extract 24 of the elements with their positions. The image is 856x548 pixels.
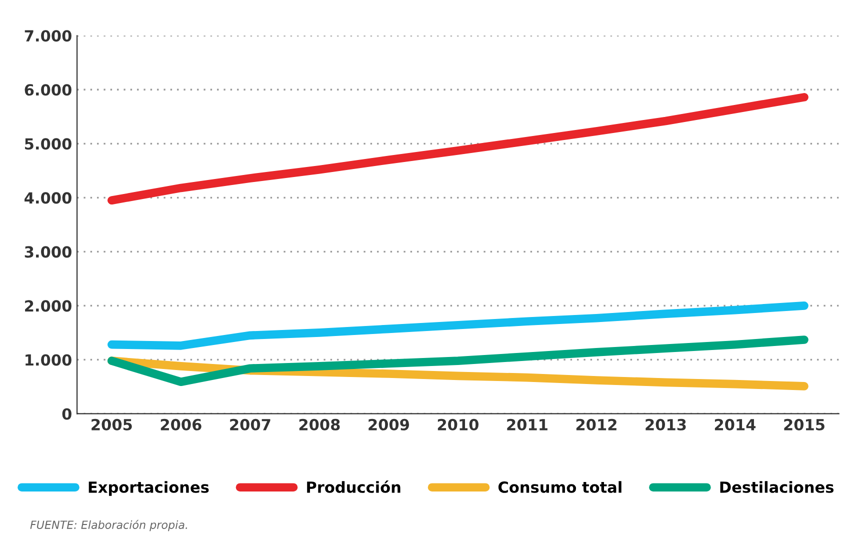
y-tick-label: 2.000	[25, 300, 72, 312]
source-note: FUENTE: Elaboración propia.	[30, 520, 188, 532]
legend-label: Exportaciones	[88, 481, 209, 496]
x-tick-label: 2013	[646, 418, 686, 430]
x-tick-label: 2014	[714, 418, 756, 430]
x-tick-label: 2011	[507, 418, 548, 430]
legend-label: Consumo total	[498, 481, 622, 493]
y-tick-label: 7.000	[24, 30, 72, 42]
legend-label: Producción	[307, 480, 400, 493]
x-tick-label: 2009	[368, 418, 409, 430]
x-tick-label: 2007	[230, 418, 270, 430]
x-tick-label: 2006	[160, 418, 202, 430]
y-tick-label: 4.000	[24, 192, 72, 204]
x-tick-label: 2012	[576, 418, 616, 430]
y-tick-label: 5.000	[25, 138, 72, 150]
x-tick-label: 2005	[92, 418, 132, 430]
y-tick-label: 0	[62, 408, 72, 420]
x-tick-label: 2015	[784, 418, 824, 430]
x-tick-label: 2008	[299, 418, 340, 430]
y-tick-label: 1.000	[26, 354, 72, 366]
y-tick-label: 3.000	[24, 246, 72, 258]
y-tick-label: 6.000	[24, 84, 72, 96]
x-tick-label: 2010	[438, 418, 478, 430]
legend-label: Destilaciones	[720, 481, 834, 493]
